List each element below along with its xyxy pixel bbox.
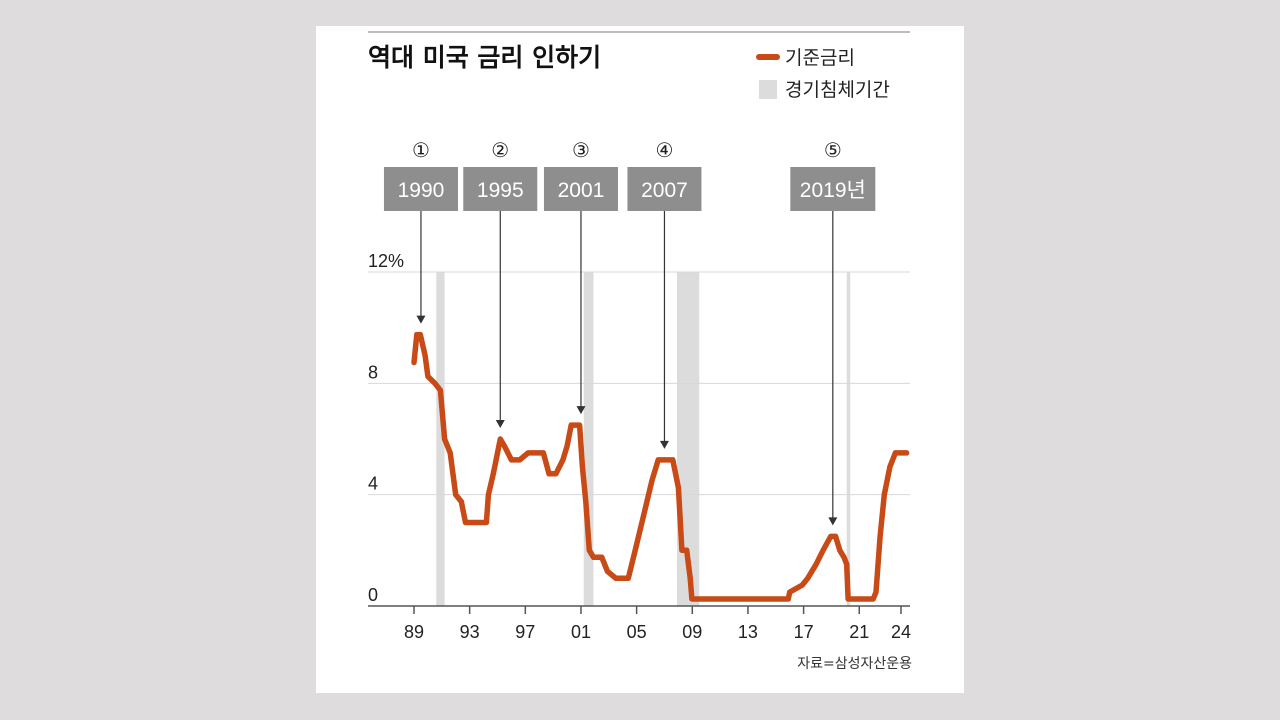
recession-band — [846, 272, 851, 606]
recession-band — [583, 272, 594, 606]
event-callouts: 1990 ① 1995 ② 2001 ③ 2007 ④ 2019년 ⑤ — [383, 140, 876, 526]
x-tick-label: 21 — [849, 622, 869, 642]
event-label: 1990 — [398, 179, 445, 202]
y-tick-label: 0 — [368, 585, 378, 605]
y-tick-label: 12% — [368, 251, 404, 271]
x-tick-label: 97 — [515, 622, 535, 642]
source-note: 자료=삼성자산운용 — [797, 656, 912, 672]
legend-label-rate: 기준금리 — [785, 47, 855, 69]
chart-svg: 역대 미국 금리 인하기 기준금리 경기침체기간 0 4 8 12% 89 93 97 01… — [368, 31, 912, 672]
event-number: ④ — [655, 140, 673, 162]
event-label: 2001 — [558, 179, 605, 202]
event-label-box — [627, 167, 702, 211]
event-label-box — [543, 167, 618, 211]
event-arrow-head — [828, 517, 838, 526]
x-tick-label: 09 — [682, 622, 702, 642]
legend-label-recession: 경기침체기간 — [785, 79, 890, 101]
legend: 기준금리 경기침체기간 — [756, 47, 890, 101]
event-number: ① — [412, 140, 430, 162]
y-tick-label: 4 — [368, 474, 378, 494]
x-tick-label: 01 — [571, 622, 591, 642]
x-tick-label: 89 — [404, 622, 424, 642]
event-label-box — [790, 167, 876, 211]
event-number: ⑤ — [824, 140, 842, 162]
y-tick-label: 8 — [368, 362, 378, 382]
rate-line — [411, 331, 910, 602]
x-tick-label: 93 — [460, 622, 480, 642]
event-label: 2019년 — [800, 179, 866, 202]
x-tick-label: 05 — [627, 622, 647, 642]
event-arrow-head — [659, 440, 669, 449]
x-axis: 89 93 97 01 05 09 13 17 21 24 — [368, 605, 911, 642]
event-number: ③ — [572, 140, 590, 162]
event-arrow-head — [576, 406, 586, 415]
chart-card: 역대 미국 금리 인하기 기준금리 경기침체기간 0 4 8 12% 89 93 97 01… — [316, 26, 964, 693]
event-number: ② — [491, 140, 509, 162]
gridlines: 0 4 8 12% — [368, 251, 910, 605]
event-arrow-head — [495, 420, 505, 428]
event-label: 1995 — [477, 179, 524, 202]
x-tick-label: 13 — [738, 622, 758, 642]
x-tick-label: 24 — [891, 622, 911, 642]
chart-title: 역대 미국 금리 인하기 — [368, 43, 601, 72]
event-label-box — [463, 167, 538, 211]
x-tick-label: 17 — [794, 622, 814, 642]
event-label-box — [383, 167, 458, 211]
legend-swatch-box — [759, 80, 777, 99]
recession-band — [436, 272, 445, 606]
rate-series — [411, 331, 910, 602]
event-arrow-head — [416, 315, 426, 324]
event-label: 2007 — [641, 179, 688, 202]
